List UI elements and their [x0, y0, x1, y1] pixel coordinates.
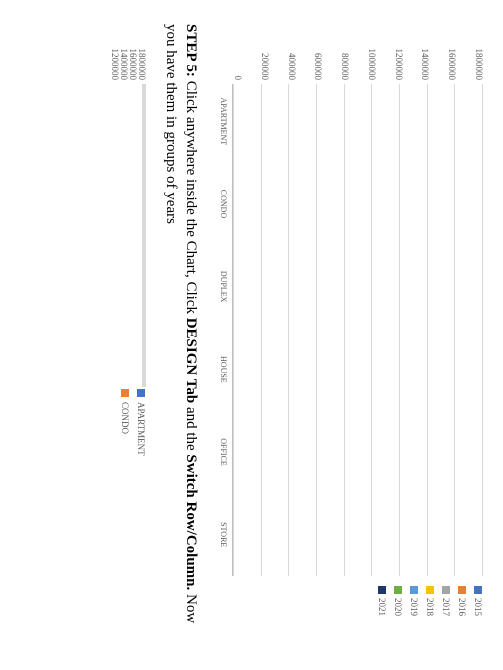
- chart-2[interactable]: 1800000160000014000001200000 APARTMENT CO…: [111, 24, 147, 646]
- ytick: 200000: [260, 24, 269, 80]
- legend-swatch: [378, 586, 386, 594]
- step-lead: STEP 5:: [183, 24, 199, 77]
- legend-label: 2016: [457, 598, 467, 616]
- ytick: 1600000: [129, 24, 138, 80]
- legend-swatch: [394, 586, 402, 594]
- ytick: 1600000: [447, 24, 456, 80]
- legend-item: 2016: [457, 586, 467, 646]
- category-label: STORE: [219, 493, 232, 576]
- ytick: 1200000: [111, 24, 120, 80]
- legend-item: APARTMENT: [137, 389, 147, 469]
- category-label: DUPLEX: [219, 245, 232, 328]
- chart1-y-axis: 1800000 1600000 1400000 1200000 1000000 80000…: [233, 24, 483, 84]
- legend-label: 2018: [425, 598, 435, 616]
- chart-1[interactable]: 1800000 1600000 1400000 1200000 1000000 80000…: [232, 24, 483, 646]
- ytick: 0: [233, 24, 242, 80]
- ytick: 400000: [287, 24, 296, 80]
- category-label: APARTMENT: [219, 80, 232, 163]
- ytick: 1400000: [120, 24, 129, 80]
- chart1-plot-area: [233, 84, 483, 576]
- chart1-x-axis: APARTMENTCONDODUPLEXHOUSEOFFICESTORE: [219, 80, 232, 576]
- legend-item: 2018: [425, 586, 435, 646]
- ytick: 600000: [313, 24, 322, 80]
- ytick: 1400000: [420, 24, 429, 80]
- legend-label: 2021: [377, 598, 387, 616]
- ytick: 1800000: [474, 24, 483, 80]
- legend-swatch: [426, 586, 434, 594]
- step-bold-design-tab: DESIGN Tab: [183, 318, 199, 403]
- instruction-step-5: STEP 5: Click anywhere inside the Chart,…: [161, 24, 202, 646]
- category-label: CONDO: [219, 163, 232, 246]
- legend-swatch: [474, 586, 482, 594]
- chart2-y-axis: 1800000160000014000001200000: [111, 24, 147, 84]
- legend-item: 2020: [393, 586, 403, 646]
- legend-label: CONDO: [121, 402, 131, 434]
- step-bold-switch-row-col: Switch Row/Column.: [183, 454, 199, 590]
- legend-swatch: [410, 586, 418, 594]
- ytick: 1800000: [138, 24, 147, 80]
- ytick: 1000000: [367, 24, 376, 80]
- chart1-legend: 2015 2016 2017 2018 2019 2020 2021: [377, 576, 483, 646]
- category-label: OFFICE: [219, 411, 232, 494]
- legend-item: CONDO: [121, 389, 131, 469]
- legend-swatch: [458, 586, 466, 594]
- legend-item: 2017: [441, 586, 451, 646]
- ytick: 800000: [340, 24, 349, 80]
- step-text-1: Click anywhere inside the Chart, Click: [183, 77, 199, 318]
- ytick: 1200000: [394, 24, 403, 80]
- legend-item: 2015: [473, 586, 483, 646]
- category-label: HOUSE: [219, 328, 232, 411]
- legend-item: 2019: [409, 586, 419, 646]
- legend-label: APARTMENT: [137, 402, 147, 456]
- legend-swatch: [442, 586, 450, 594]
- step-text-2: and the: [183, 403, 199, 454]
- chart2-legend: APARTMENT CONDO: [121, 379, 147, 469]
- legend-item: 2021: [377, 586, 387, 646]
- legend-swatch: [138, 389, 146, 397]
- legend-swatch: [122, 389, 130, 397]
- legend-label: 2020: [393, 598, 403, 616]
- legend-label: 2015: [473, 598, 483, 616]
- legend-label: 2019: [409, 598, 419, 616]
- legend-label: 2017: [441, 598, 451, 616]
